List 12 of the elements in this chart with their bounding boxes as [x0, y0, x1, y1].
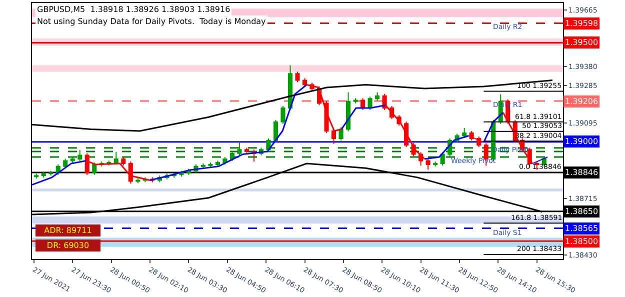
ref-line-label: 1.39500 [565, 38, 598, 47]
ref-line-label: 1.38846 [565, 168, 598, 177]
ref-line-label: 1.38565 [565, 224, 598, 233]
ref-line-label: 1.38650 [565, 207, 598, 216]
ref-line-label: 1.39000 [565, 137, 598, 146]
text: Not using Sunday Data for Daily Pivots. Today is Monday [37, 17, 266, 26]
annotation: ADR: 89711 [44, 226, 92, 235]
ref-line-label: 1.38500 [565, 237, 598, 246]
ref-line-label: 1.39598 [565, 19, 598, 28]
ref-line-label: 1.39206 [565, 97, 598, 106]
annotation: DR: 69030 [46, 241, 90, 250]
chart-title: GBPUSD,M5 1.38918 1.38926 1.38903 1.38916 [37, 5, 230, 14]
